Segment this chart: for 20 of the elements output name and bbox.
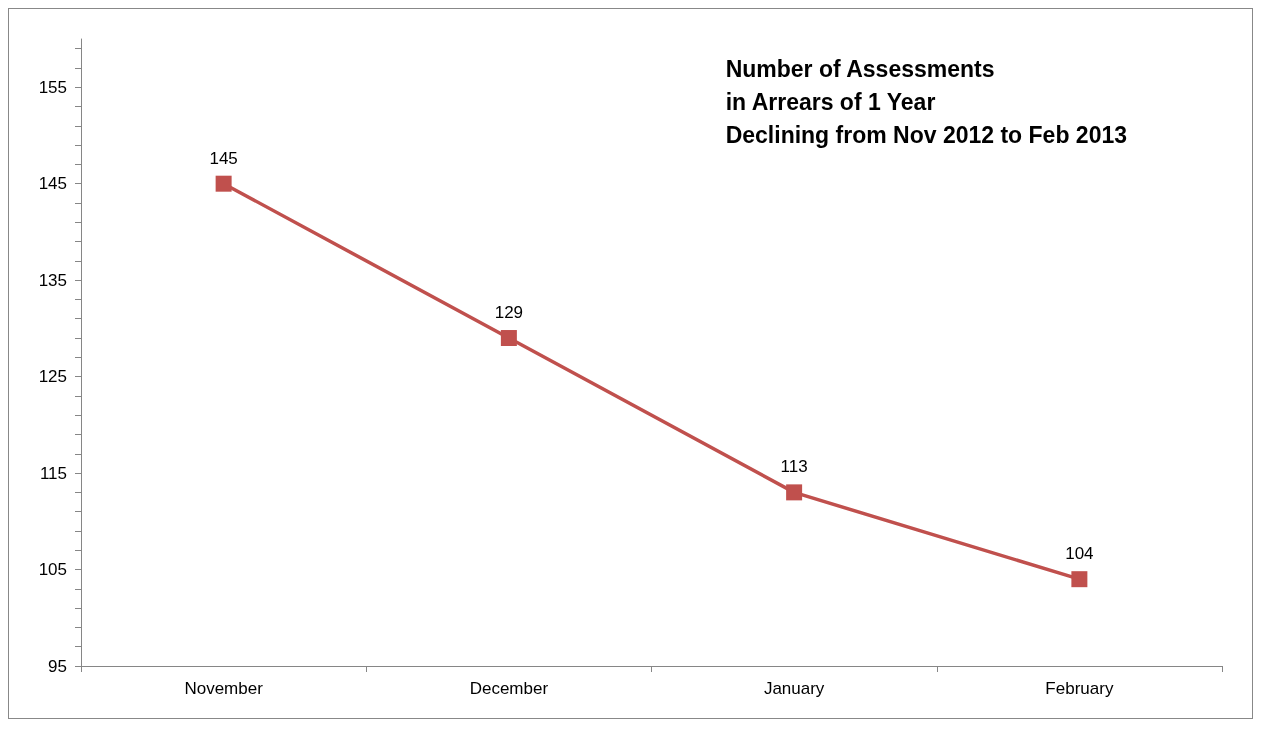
x-tick-label: November <box>184 679 264 698</box>
point <box>1071 571 1088 588</box>
x-tick-label: January <box>763 679 825 698</box>
data-label: 129 <box>494 303 524 323</box>
y-tick-label: 115 <box>39 463 67 483</box>
y-tick-label: 155 <box>38 77 67 97</box>
data-label: 113 <box>780 457 808 477</box>
x-tick-label: February <box>1045 679 1114 698</box>
data-label: 104 <box>1065 544 1094 564</box>
y-tick-label: 125 <box>38 367 67 387</box>
text: Number of Assessments in Arrears of 1 Year Declining from Nov 2012 to Feb 2013 <box>725 55 1127 148</box>
data-label: 145 <box>209 148 238 168</box>
y-tick-label: 135 <box>38 270 67 290</box>
point <box>215 175 232 192</box>
y-tick-label: 105 <box>38 560 67 580</box>
y-tick-label: 145 <box>38 174 67 194</box>
y-tick-label: 95 <box>48 656 67 676</box>
point <box>500 330 517 347</box>
point <box>786 484 803 501</box>
x-tick-label: December <box>469 679 549 698</box>
